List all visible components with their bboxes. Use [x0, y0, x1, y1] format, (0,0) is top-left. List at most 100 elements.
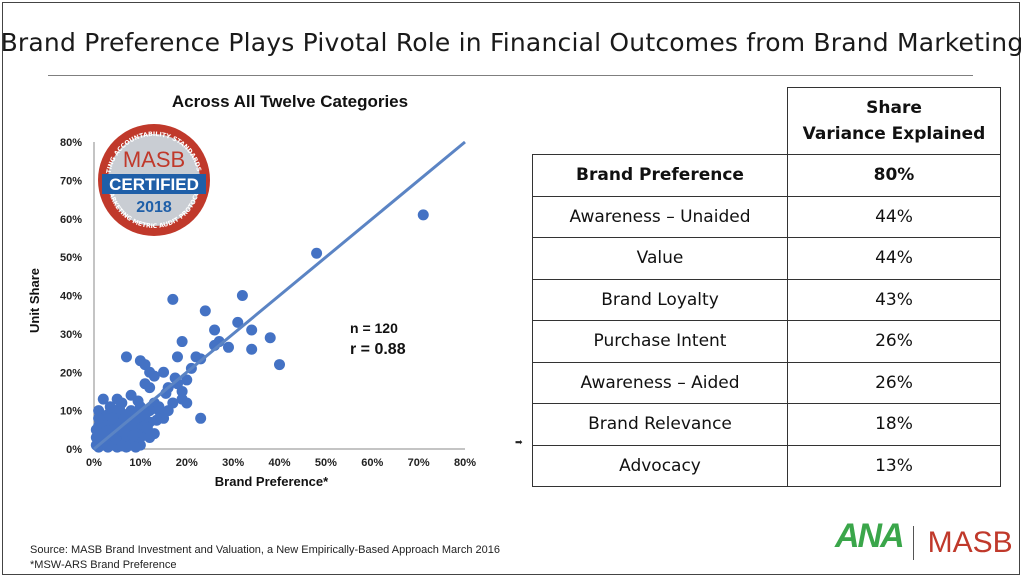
table-row: Value 44%: [532, 237, 1001, 280]
x-axis-title: Brand Preference*: [215, 474, 329, 489]
table-value: 44%: [787, 195, 1001, 238]
masb-logo: MASB: [927, 525, 1013, 559]
data-point: [236, 290, 248, 301]
table-row: Awareness – Unaided 44%: [532, 195, 1001, 238]
data-point: [97, 393, 109, 405]
y-tick-label: 30%: [60, 329, 82, 341]
seal-certified: CERTIFIED: [109, 175, 199, 194]
y-tick-label: 0%: [66, 444, 82, 456]
table-header-line2: Variance Explained: [802, 124, 986, 144]
table-value: 26%: [787, 320, 1001, 363]
y-tick-label: 40%: [60, 291, 82, 303]
data-point: [181, 374, 193, 386]
arrow-marker-icon: ➡: [515, 437, 523, 447]
table-header-blank: [532, 87, 788, 155]
data-point: [141, 422, 153, 434]
table-row: Brand Preference 80%: [532, 154, 1001, 197]
data-point: [102, 440, 114, 452]
x-tick-label: 60%: [361, 457, 383, 469]
data-point: [246, 324, 258, 336]
table-row: Purchase Intent 26%: [532, 320, 1001, 363]
y-tick-label: 10%: [60, 406, 82, 418]
sample-size: n = 120: [350, 320, 398, 336]
source-note: Source: MASB Brand Investment and Valuat…: [30, 543, 500, 573]
x-tick-label: 50%: [315, 457, 337, 469]
table-header: Share Variance Explained: [787, 87, 1001, 155]
chart-title: Across All Twelve Categories: [171, 92, 409, 111]
variance-table: Share Variance Explained Brand Preferenc…: [532, 87, 1001, 487]
table-value: 18%: [787, 403, 1001, 446]
table-metric: Advocacy: [532, 444, 788, 487]
slide-title: Brand Preference Plays Pivotal Role in F…: [0, 28, 1024, 57]
data-point: [107, 412, 119, 424]
table-metric: Brand Relevance: [532, 403, 788, 446]
data-point: [181, 397, 193, 409]
data-point: [116, 440, 128, 452]
data-point: [417, 209, 429, 221]
logo-divider: [912, 525, 914, 560]
data-point: [176, 336, 188, 348]
table-metric: Brand Loyalty: [532, 278, 788, 321]
data-point: [232, 316, 244, 328]
table-value: 80%: [787, 154, 1001, 197]
data-point: [114, 403, 126, 415]
logos: ANA MASB: [835, 517, 1013, 560]
data-point: [144, 382, 156, 394]
y-axis-title: Unit Share: [27, 268, 42, 333]
data-point: [97, 428, 109, 440]
title-divider: [48, 75, 973, 76]
table-value: 43%: [787, 278, 1001, 321]
seal-year: 2018: [136, 199, 172, 216]
data-point: [151, 414, 163, 426]
data-point: [125, 405, 137, 417]
table-row: Brand Loyalty 43%: [532, 278, 1001, 321]
y-tick-label: 20%: [60, 367, 82, 379]
seal-org: MASB: [123, 147, 185, 172]
table-header-row: Share Variance Explained: [532, 87, 1001, 155]
y-tick-label: 60%: [60, 214, 82, 226]
source-line: Source: MASB Brand Investment and Valuat…: [30, 544, 500, 556]
table-row: Advocacy 13%: [532, 444, 1001, 487]
table-value: 44%: [787, 237, 1001, 280]
data-point: [144, 431, 156, 443]
data-point: [148, 370, 160, 382]
data-point: [222, 341, 234, 353]
table-metric: Awareness – Aided: [532, 361, 788, 404]
correlation: r = 0.88: [350, 341, 406, 358]
data-point: [130, 441, 142, 453]
y-tick-label: 70%: [60, 175, 82, 187]
data-point: [195, 412, 207, 424]
seal-banner: [102, 174, 206, 194]
masb-certified-seal: MARKETING ACCOUNTABILITY STANDARDS BOARD…: [96, 122, 210, 236]
footnote-line: *MSW-ARS Brand Preference: [30, 559, 177, 571]
x-tick-label: 40%: [268, 457, 290, 469]
table-metric: Awareness – Unaided: [532, 195, 788, 238]
x-tick-label: 0%: [86, 457, 102, 469]
data-point: [104, 401, 116, 413]
x-tick-label: 80%: [454, 457, 476, 469]
data-point: [171, 351, 183, 363]
table-value: 26%: [787, 361, 1001, 404]
data-point: [120, 351, 132, 363]
data-point: [132, 395, 144, 407]
table-metric: Value: [532, 237, 788, 280]
data-point: [311, 247, 323, 259]
data-point: [176, 385, 188, 397]
table-metric: Brand Preference: [532, 154, 788, 197]
data-point: [109, 433, 121, 445]
y-tick-label: 80%: [60, 137, 82, 149]
data-point: [93, 412, 105, 424]
table-value: 13%: [787, 444, 1001, 487]
data-point: [274, 359, 285, 371]
data-point: [199, 305, 211, 317]
data-point: [167, 293, 179, 305]
trend-line: [93, 140, 466, 451]
data-point: [264, 332, 276, 344]
data-point: [158, 366, 170, 378]
table-header-line1: Share: [866, 98, 922, 118]
data-point: [118, 426, 130, 438]
data-point: [209, 324, 221, 336]
x-tick-label: 20%: [176, 457, 198, 469]
